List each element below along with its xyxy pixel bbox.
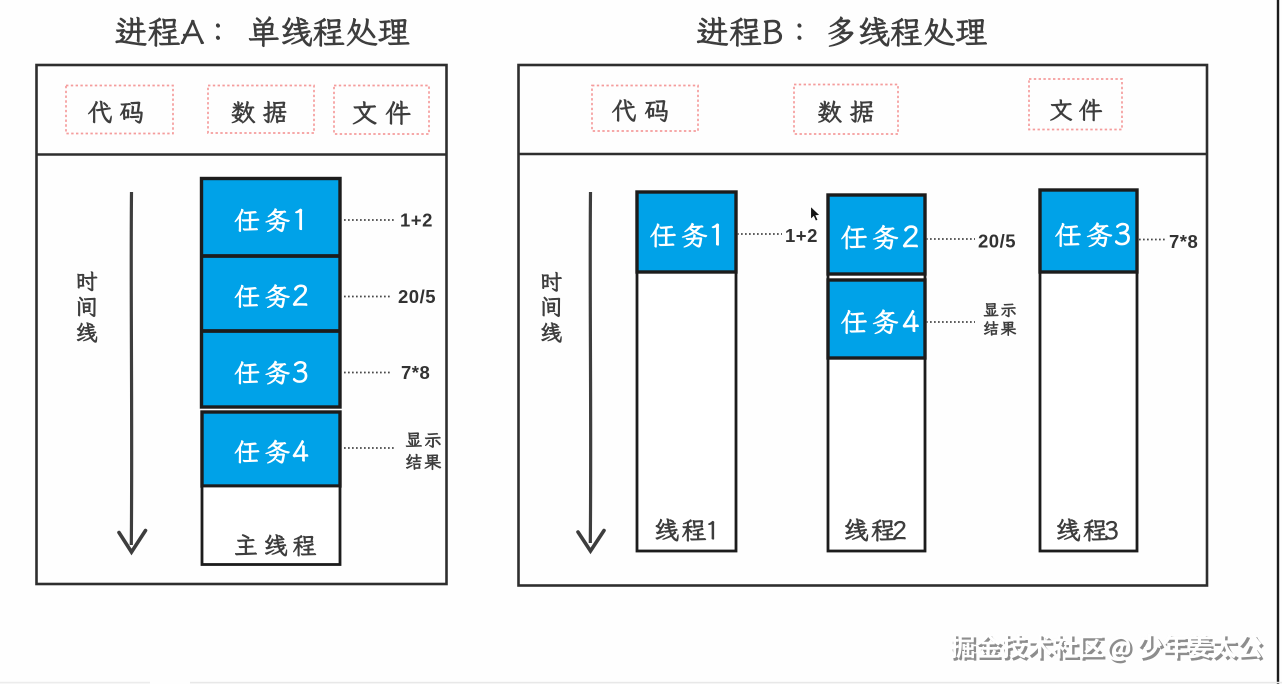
svg-text:7*8: 7*8 xyxy=(1169,231,1198,252)
svg-text:20/5: 20/5 xyxy=(978,231,1016,252)
svg-text:7*8: 7*8 xyxy=(401,362,430,383)
svg-text:1+2: 1+2 xyxy=(785,225,818,246)
svg-text:1+2: 1+2 xyxy=(400,210,433,231)
svg-text:20/5: 20/5 xyxy=(398,286,436,307)
